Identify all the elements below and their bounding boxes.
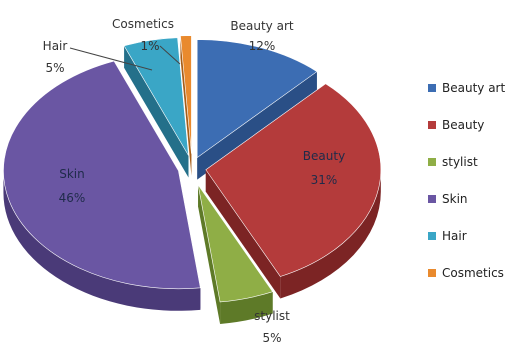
slice-percent-skin: 46%: [59, 191, 86, 205]
slice-wall-beauty-art: [197, 71, 317, 180]
leader-line-cosmetics: [159, 45, 181, 65]
slice-label-beauty-art: Beauty art: [230, 19, 293, 33]
slice-wall-cosmetics: [180, 35, 192, 176]
slice-label-cosmetics: Cosmetics: [112, 17, 174, 31]
legend-swatch-stylist: [428, 158, 436, 166]
pie-slice-beauty-art[interactable]: [196, 39, 318, 159]
slice-label-skin: Skin: [59, 167, 85, 181]
legend-swatch-hair: [428, 232, 436, 240]
slice-percent-beauty: 31%: [311, 173, 338, 187]
slice-label-beauty: Beauty: [303, 149, 345, 163]
slice-wall-stylist: [198, 184, 221, 324]
legend-label-beauty-art: Beauty art: [442, 81, 505, 95]
legend: Beauty art Beauty stylist Skin Hair Cosmetics: [428, 81, 505, 280]
slice-wall-beauty: [205, 169, 281, 299]
slice-percent-stylist: 5%: [262, 331, 281, 345]
leader-line-hair: [69, 47, 153, 71]
data-labels: Beauty art 12% Beauty 31% stylist 5% Skin 46% Ha…: [43, 17, 346, 345]
slice-side-skin: [3, 170, 201, 311]
legend-swatch-beauty-art: [428, 84, 436, 92]
legend-label-cosmetics: Cosmetics: [442, 266, 504, 280]
pie-slice-stylist[interactable]: [197, 184, 274, 303]
slice-label-stylist: stylist: [254, 309, 290, 323]
slice-label-hair: Hair: [43, 39, 68, 53]
pie-slice-cosmetics[interactable]: [180, 35, 192, 154]
slice-percent-cosmetics: 1%: [140, 39, 159, 53]
legend-label-beauty: Beauty: [442, 118, 484, 132]
legend-label-skin: Skin: [442, 192, 468, 206]
legend-label-hair: Hair: [442, 229, 467, 243]
pie-slice-beauty[interactable]: [205, 83, 382, 277]
pie-slice-skin[interactable]: [3, 60, 201, 290]
slice-side-beauty: [280, 169, 381, 299]
slice-side-stylist: [220, 291, 273, 324]
legend-label-stylist: stylist: [442, 155, 478, 169]
legend-swatch-skin: [428, 195, 436, 203]
slice-percent-hair: 5%: [45, 61, 64, 75]
legend-swatch-beauty: [428, 121, 436, 129]
leader-lines: [69, 45, 181, 71]
legend-swatch-cosmetics: [428, 269, 436, 277]
slice-percent-beauty-art: 12%: [249, 39, 276, 53]
slice-wall-hair: [124, 45, 189, 178]
